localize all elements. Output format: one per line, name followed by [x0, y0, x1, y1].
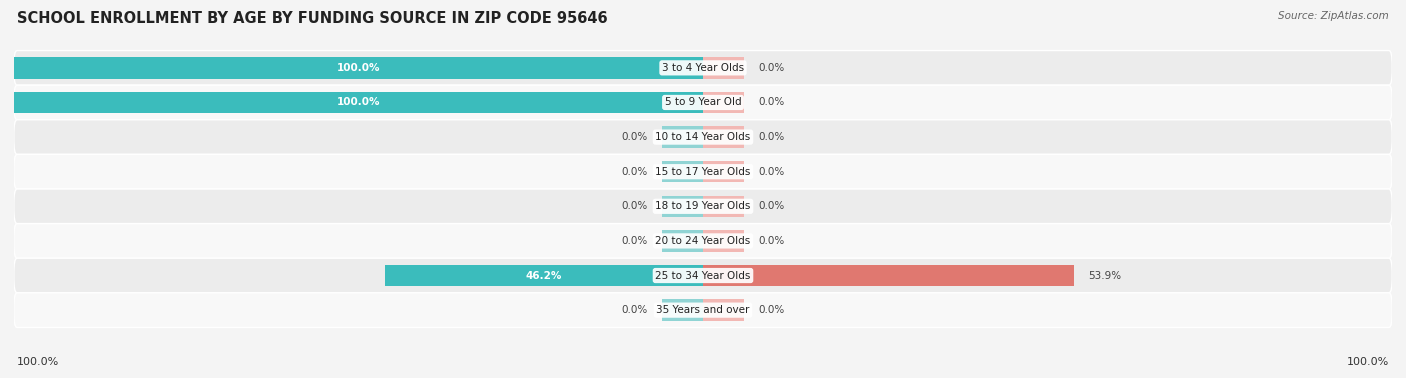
Text: 0.0%: 0.0% — [621, 167, 648, 177]
Bar — [703, 161, 744, 183]
Text: 0.0%: 0.0% — [621, 132, 648, 142]
Text: 53.9%: 53.9% — [1088, 271, 1121, 280]
Text: SCHOOL ENROLLMENT BY AGE BY FUNDING SOURCE IN ZIP CODE 95646: SCHOOL ENROLLMENT BY AGE BY FUNDING SOUR… — [17, 11, 607, 26]
Text: 100.0%: 100.0% — [337, 98, 380, 107]
Text: 0.0%: 0.0% — [758, 98, 785, 107]
Text: 18 to 19 Year Olds: 18 to 19 Year Olds — [655, 201, 751, 211]
Text: 5 to 9 Year Old: 5 to 9 Year Old — [665, 98, 741, 107]
Text: Source: ZipAtlas.com: Source: ZipAtlas.com — [1278, 11, 1389, 21]
Text: 0.0%: 0.0% — [758, 167, 785, 177]
Text: 100.0%: 100.0% — [337, 63, 380, 73]
Text: 20 to 24 Year Olds: 20 to 24 Year Olds — [655, 236, 751, 246]
Text: 3 to 4 Year Olds: 3 to 4 Year Olds — [662, 63, 744, 73]
Text: 0.0%: 0.0% — [621, 236, 648, 246]
Bar — [662, 126, 703, 148]
Text: 100.0%: 100.0% — [17, 357, 59, 367]
FancyBboxPatch shape — [14, 189, 1392, 224]
Bar — [662, 230, 703, 252]
Text: 46.2%: 46.2% — [526, 271, 562, 280]
Text: 100.0%: 100.0% — [1347, 357, 1389, 367]
Text: 0.0%: 0.0% — [621, 201, 648, 211]
Text: 0.0%: 0.0% — [758, 236, 785, 246]
FancyBboxPatch shape — [14, 154, 1392, 189]
FancyBboxPatch shape — [14, 293, 1392, 327]
Text: 0.0%: 0.0% — [758, 201, 785, 211]
Bar — [703, 230, 744, 252]
Text: 25 to 34 Year Olds: 25 to 34 Year Olds — [655, 271, 751, 280]
Text: 0.0%: 0.0% — [758, 132, 785, 142]
FancyBboxPatch shape — [14, 85, 1392, 120]
FancyBboxPatch shape — [14, 51, 1392, 85]
Text: 0.0%: 0.0% — [621, 305, 648, 315]
Bar — [703, 126, 744, 148]
Text: 10 to 14 Year Olds: 10 to 14 Year Olds — [655, 132, 751, 142]
FancyBboxPatch shape — [14, 120, 1392, 154]
Bar — [703, 265, 1074, 286]
Text: 15 to 17 Year Olds: 15 to 17 Year Olds — [655, 167, 751, 177]
Bar — [703, 299, 744, 321]
Text: 35 Years and over: 35 Years and over — [657, 305, 749, 315]
Bar — [703, 195, 744, 217]
FancyBboxPatch shape — [14, 224, 1392, 258]
Bar — [14, 57, 703, 79]
Bar — [662, 299, 703, 321]
Bar — [14, 92, 703, 113]
Text: 0.0%: 0.0% — [758, 63, 785, 73]
Bar — [385, 265, 703, 286]
Bar — [703, 57, 744, 79]
Bar — [662, 161, 703, 183]
Bar — [662, 195, 703, 217]
Bar — [703, 92, 744, 113]
FancyBboxPatch shape — [14, 258, 1392, 293]
Text: 0.0%: 0.0% — [758, 305, 785, 315]
